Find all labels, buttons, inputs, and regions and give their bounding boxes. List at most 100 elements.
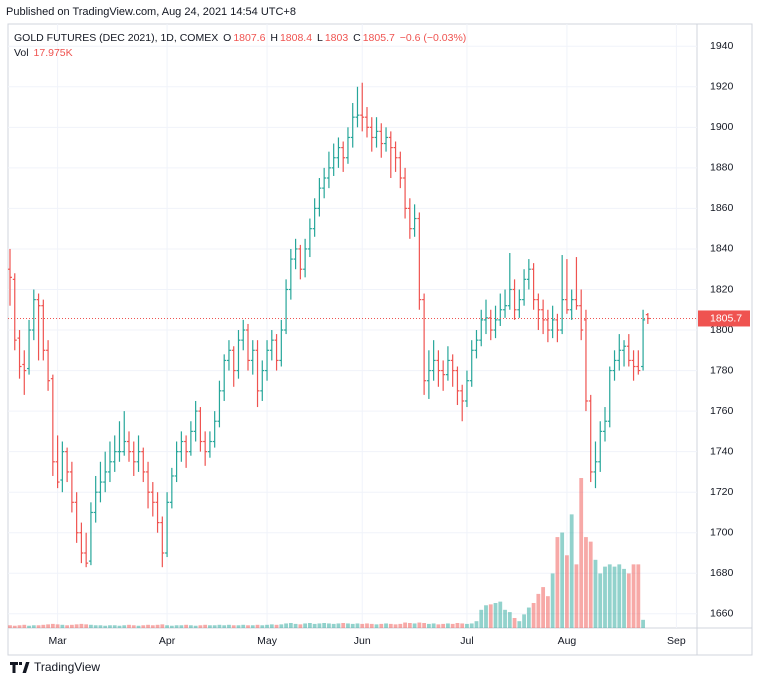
- volume-bar: [160, 624, 165, 628]
- volume-bar: [588, 541, 593, 628]
- h-value: 1808.4: [279, 32, 313, 44]
- vol-value: 17.975K: [33, 47, 73, 59]
- y-tick-label: 1820: [710, 283, 734, 295]
- volume-bar: [636, 564, 641, 628]
- x-tick-label: Mar: [49, 635, 68, 647]
- volume-bar: [569, 514, 574, 628]
- volume-bar: [488, 604, 493, 628]
- volume-bar: [136, 625, 141, 628]
- l-value: 1803: [324, 32, 349, 44]
- volume-bar: [41, 624, 46, 628]
- change: −0.6 (−0.03%): [399, 32, 467, 44]
- y-tick-label: 1900: [710, 121, 734, 133]
- volume-bar: [512, 618, 517, 628]
- volume-bar: [150, 625, 155, 628]
- volume-bar: [446, 623, 450, 628]
- volume-bar: [455, 623, 460, 628]
- volume-bar: [327, 623, 331, 628]
- volume-bar: [584, 537, 588, 628]
- volume-bar: [550, 573, 555, 628]
- volume-bar: [641, 619, 645, 628]
- volume-bar: [336, 623, 341, 628]
- volume-bar: [60, 624, 65, 628]
- volume-bar: [198, 625, 203, 628]
- volume-bar: [36, 625, 41, 628]
- volume-bar: [222, 625, 227, 628]
- last-price-box: [698, 310, 750, 327]
- volume-bar: [260, 625, 265, 628]
- volume-bar: [69, 624, 74, 628]
- volume-bar: [522, 614, 526, 628]
- volume-bar: [379, 623, 384, 628]
- volume-bar: [603, 566, 607, 628]
- volume-bar: [622, 568, 626, 628]
- volume-bar: [8, 625, 12, 628]
- volume-bar: [565, 555, 569, 628]
- volume-bar: [217, 624, 222, 628]
- volume-bar: [84, 624, 89, 628]
- volume-bar: [312, 623, 317, 628]
- volume-bar: [265, 624, 269, 628]
- x-tick-label: May: [257, 635, 278, 647]
- volume-bar: [98, 625, 103, 628]
- volume-bar: [112, 625, 117, 628]
- volume-bar: [255, 624, 260, 628]
- volume-line: Vol 17.975K: [14, 47, 75, 59]
- volume-bar: [93, 625, 98, 628]
- volume-bar: [188, 625, 193, 628]
- volume-bar: [479, 609, 484, 628]
- volume-bar: [465, 623, 469, 628]
- volume-bar: [231, 625, 236, 628]
- volume-bar: [131, 625, 136, 628]
- volume-bar: [607, 564, 612, 628]
- l-label: L: [317, 32, 323, 44]
- volume-bar: [22, 624, 27, 628]
- y-tick-label: 1760: [710, 405, 734, 417]
- y-tick-label: 1780: [710, 364, 734, 376]
- volume-bar: [388, 623, 393, 628]
- volume-bar: [89, 624, 93, 628]
- y-tick-label: 1800: [710, 324, 734, 336]
- volume-bar: [536, 593, 541, 628]
- volume-bar: [474, 621, 479, 628]
- volume-bar: [165, 625, 169, 628]
- volume-bar: [360, 623, 365, 628]
- volume-bar: [341, 623, 346, 628]
- volume-bar: [227, 624, 231, 628]
- volume-bar: [122, 625, 127, 628]
- h-label: H: [270, 32, 278, 44]
- volume-bar: [241, 624, 246, 628]
- volume-bar: [579, 478, 584, 628]
- volume-bar: [108, 625, 112, 628]
- volume-bar: [293, 623, 298, 628]
- volume-bar: [484, 605, 488, 628]
- volume-bar: [203, 624, 208, 628]
- o-value: 1807.6: [233, 32, 266, 44]
- y-tick-label: 1860: [710, 202, 734, 214]
- volume-bar: [307, 623, 312, 628]
- y-tick-label: 1660: [710, 608, 734, 620]
- volume-bar: [169, 625, 174, 628]
- volume-bar: [279, 624, 284, 628]
- symbol: GOLD FUTURES (DEC 2021), 1D, COMEX: [14, 32, 219, 44]
- volume-bar: [79, 623, 84, 628]
- volume-bar: [55, 624, 60, 628]
- volume-bar: [17, 625, 22, 628]
- volume-bar: [274, 624, 279, 628]
- volume-bar: [403, 622, 407, 628]
- volume-bar: [369, 623, 374, 628]
- volume-bar: [46, 624, 50, 628]
- y-tick-label: 1700: [710, 527, 734, 539]
- volume-bar: [493, 603, 498, 628]
- volume-bar: [612, 566, 617, 628]
- volume-bar: [284, 623, 288, 628]
- volume-bar: [303, 623, 308, 628]
- volume-bar: [212, 625, 217, 628]
- c-value: 1805.7: [362, 32, 395, 44]
- x-tick-label: Sep: [667, 635, 686, 647]
- legend-line: GOLD FUTURES (DEC 2021), 1D, COMEX O 1807…: [14, 32, 468, 44]
- volume-bar: [236, 625, 241, 628]
- x-tick-label: Apr: [159, 635, 176, 647]
- volume-bar: [288, 623, 293, 628]
